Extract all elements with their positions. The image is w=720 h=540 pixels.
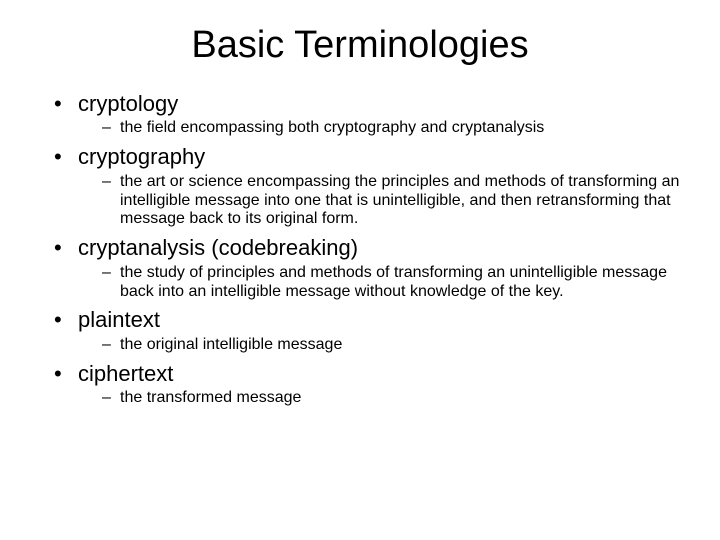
list-item: • cryptanalysis (codebreaking) xyxy=(54,235,680,261)
definition-item: – the art or science encompassing the pr… xyxy=(54,173,680,230)
bullet-icon: • xyxy=(54,235,78,261)
definition-text: the study of principles and methods of t… xyxy=(120,264,680,302)
definition-item: – the original intelligible message xyxy=(54,336,680,355)
definition-text: the field encompassing both cryptography… xyxy=(120,119,544,138)
term-label: cryptography xyxy=(78,144,205,170)
term-label: ciphertext xyxy=(78,361,173,387)
list-item: • cryptography xyxy=(54,144,680,170)
term-list: • cryptology – the field encompassing bo… xyxy=(40,91,680,408)
list-item: • plaintext xyxy=(54,307,680,333)
bullet-icon: • xyxy=(54,91,78,117)
definition-item: – the transformed message xyxy=(54,389,680,408)
definition-item: – the field encompassing both cryptograp… xyxy=(54,119,680,138)
definition-text: the transformed message xyxy=(120,389,301,408)
dash-icon: – xyxy=(102,336,120,355)
dash-icon: – xyxy=(102,173,120,192)
list-item: • cryptology xyxy=(54,91,680,117)
term-label: cryptanalysis (codebreaking) xyxy=(78,235,358,261)
bullet-icon: • xyxy=(54,307,78,333)
term-label: cryptology xyxy=(78,91,178,117)
dash-icon: – xyxy=(102,389,120,408)
definition-item: – the study of principles and methods of… xyxy=(54,264,680,302)
dash-icon: – xyxy=(102,119,120,138)
list-item: • ciphertext xyxy=(54,361,680,387)
bullet-icon: • xyxy=(54,144,78,170)
definition-text: the original intelligible message xyxy=(120,336,342,355)
dash-icon: – xyxy=(102,264,120,283)
bullet-icon: • xyxy=(54,361,78,387)
definition-text: the art or science encompassing the prin… xyxy=(120,173,680,230)
term-label: plaintext xyxy=(78,307,160,333)
slide-title: Basic Terminologies xyxy=(40,24,680,67)
